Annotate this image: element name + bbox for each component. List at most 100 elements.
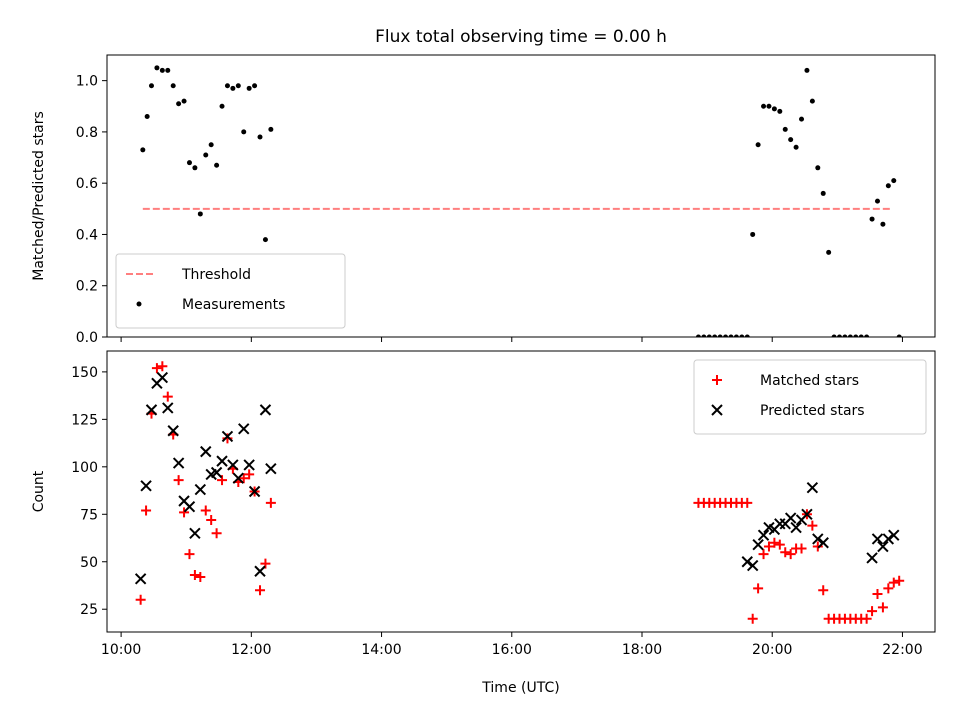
legend-label: Predicted stars — [760, 403, 865, 419]
measurement-point — [224, 83, 230, 89]
measurement-point — [712, 334, 718, 337]
measurement-point — [880, 221, 886, 227]
y-tick-label: 100 — [71, 460, 98, 476]
x-tick-label: 20:00 — [752, 642, 792, 658]
measurement-point — [170, 83, 176, 89]
predicted-point — [812, 533, 824, 545]
measurement-point — [706, 334, 712, 337]
measurement-point — [186, 160, 192, 166]
legend-label: Measurements — [182, 297, 285, 313]
matched-point — [818, 585, 829, 596]
measurement-point — [761, 103, 767, 109]
predicted-point — [877, 540, 889, 553]
matched-point — [211, 528, 222, 539]
measurement-point — [241, 129, 247, 135]
legend-marker — [711, 404, 723, 416]
measurement-point — [777, 108, 783, 114]
measurement-point — [837, 334, 843, 337]
measurement-point — [165, 67, 171, 73]
matched-point — [222, 433, 233, 444]
measurement-point — [799, 116, 805, 122]
predicted-point — [882, 533, 895, 545]
y-tick-label: 0.4 — [76, 227, 98, 243]
y-tick-label: 0.6 — [76, 176, 98, 192]
predicted-point — [232, 472, 245, 484]
matched-point — [769, 537, 780, 548]
measurement-point — [869, 216, 875, 222]
y-tick-label: 50 — [80, 555, 98, 571]
predicted-point — [248, 485, 261, 498]
matched-point — [796, 543, 807, 554]
x-tick-label: 12:00 — [231, 642, 271, 658]
matched-point — [238, 473, 249, 484]
matched-point — [157, 361, 168, 372]
x-tick-label: 18:00 — [622, 642, 662, 658]
ratio-axes-frame — [106, 54, 936, 338]
legend-label: Matched stars — [760, 373, 859, 389]
matched-point — [135, 594, 146, 605]
predicted-point — [784, 512, 797, 524]
y-tick-label: 0.2 — [76, 279, 98, 295]
measurement-point — [262, 237, 268, 243]
measurement-point — [885, 183, 891, 189]
measurement-point — [723, 334, 729, 337]
star-count-panel: 10:00 12:00 14:00 16:00 18:00 20:00 22:00 25 50 7… — [31, 350, 936, 696]
measurement-point — [766, 103, 772, 109]
predicted-point — [194, 483, 207, 496]
predicted-point — [200, 445, 212, 458]
matched-point — [206, 514, 217, 525]
measurement-point — [701, 334, 707, 337]
measurement-point — [159, 67, 165, 73]
matched-point — [861, 613, 872, 624]
measurement-point — [804, 67, 810, 73]
measurement-point — [826, 249, 832, 255]
measurement-point — [788, 137, 794, 143]
predicted-point — [806, 481, 819, 494]
measurement-point — [853, 334, 859, 337]
matched-point — [742, 497, 753, 508]
predicted-point — [746, 559, 759, 572]
x-tick-label: 16:00 — [492, 642, 532, 658]
measurement-point — [809, 98, 815, 104]
predicted-point — [210, 466, 223, 479]
matched-point — [894, 575, 905, 586]
flux-ratio-panel: Flux total observing time = 0.00 h 0.0 0.2… — [31, 27, 936, 346]
measurement-point — [782, 126, 788, 132]
predicted-point — [227, 459, 239, 471]
measurement-point — [739, 334, 745, 337]
count-axes-frame — [106, 350, 936, 633]
predicted-point — [221, 430, 234, 443]
x-tick-label: 14:00 — [361, 642, 401, 658]
matched-point — [195, 571, 206, 582]
predicted-point — [140, 480, 152, 492]
predicted-point — [254, 565, 266, 577]
y-tick-label: 75 — [80, 507, 98, 523]
predicted-point — [172, 457, 185, 469]
measurement-point — [203, 152, 209, 158]
predicted-point — [866, 552, 878, 564]
measurement-point — [820, 190, 826, 196]
measurement-point — [750, 231, 756, 237]
matched-point — [888, 577, 899, 588]
measurement-point — [197, 211, 203, 217]
matched-point — [173, 475, 184, 486]
matched-point — [785, 549, 796, 560]
y-tick-label: 125 — [71, 412, 98, 428]
predicted-point — [134, 573, 147, 585]
matched-point — [872, 589, 883, 600]
predicted-point — [189, 527, 201, 539]
y-tick-label: 150 — [71, 365, 98, 381]
matched-point — [774, 539, 785, 550]
predicted-point — [156, 371, 169, 384]
ratio-data-points — [140, 65, 902, 337]
measurement-point — [771, 106, 777, 112]
predicted-point — [259, 404, 272, 416]
matched-point — [189, 570, 200, 581]
measurement-point — [847, 334, 853, 337]
predicted-point — [183, 500, 196, 513]
measurement-point — [214, 162, 220, 168]
count-y-axis-label: Count — [31, 470, 47, 512]
matched-point — [763, 541, 774, 552]
measurement-point — [144, 114, 150, 120]
